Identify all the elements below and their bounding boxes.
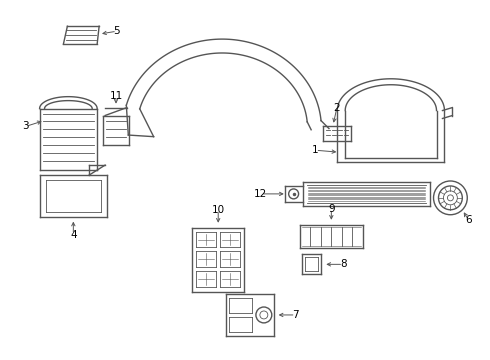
Text: 8: 8: [340, 259, 346, 269]
Text: 11: 11: [109, 91, 122, 101]
Text: 3: 3: [23, 121, 29, 131]
Text: 4: 4: [70, 230, 76, 239]
Text: 5: 5: [114, 26, 121, 36]
Text: 12: 12: [254, 189, 268, 199]
Text: 1: 1: [312, 145, 319, 155]
Text: 2: 2: [334, 103, 340, 113]
Text: 7: 7: [293, 310, 299, 320]
Text: 10: 10: [212, 205, 225, 215]
Text: 9: 9: [328, 204, 335, 214]
Text: 6: 6: [465, 215, 471, 225]
